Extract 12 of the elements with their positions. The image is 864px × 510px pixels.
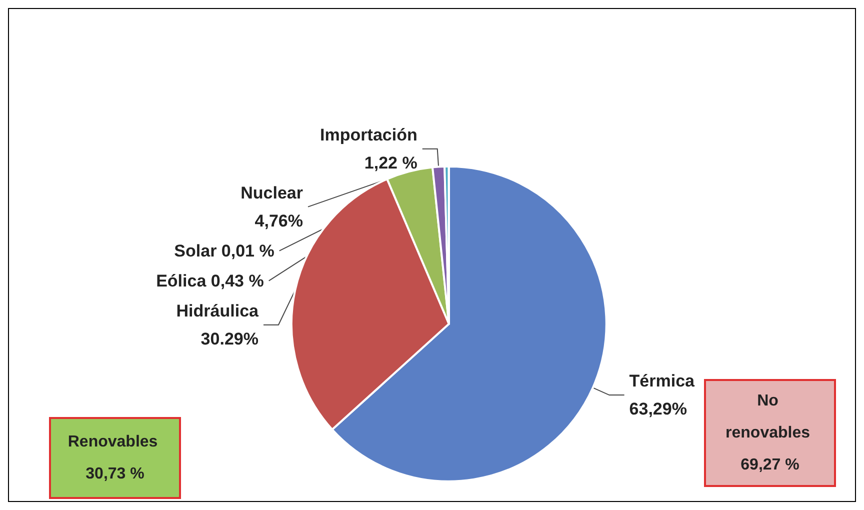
data-label: 63,29% <box>629 400 687 419</box>
data-label: 4,76% <box>254 211 303 230</box>
slice-label: Importación <box>320 125 418 144</box>
text: Renovables 30,73 % <box>68 434 162 482</box>
data-label: 1,22 % <box>364 153 418 172</box>
slice-label: Solar 0,01 % <box>174 241 274 260</box>
text: No renovables 69,27 % <box>726 392 814 474</box>
slice-label: Nuclear <box>240 183 304 202</box>
data-label: 30.29% <box>200 329 258 348</box>
slice-label: Hidráulica <box>176 301 260 320</box>
slice-label: Térmica <box>629 372 696 391</box>
slice-label: Eólica 0,43 % <box>156 271 264 290</box>
